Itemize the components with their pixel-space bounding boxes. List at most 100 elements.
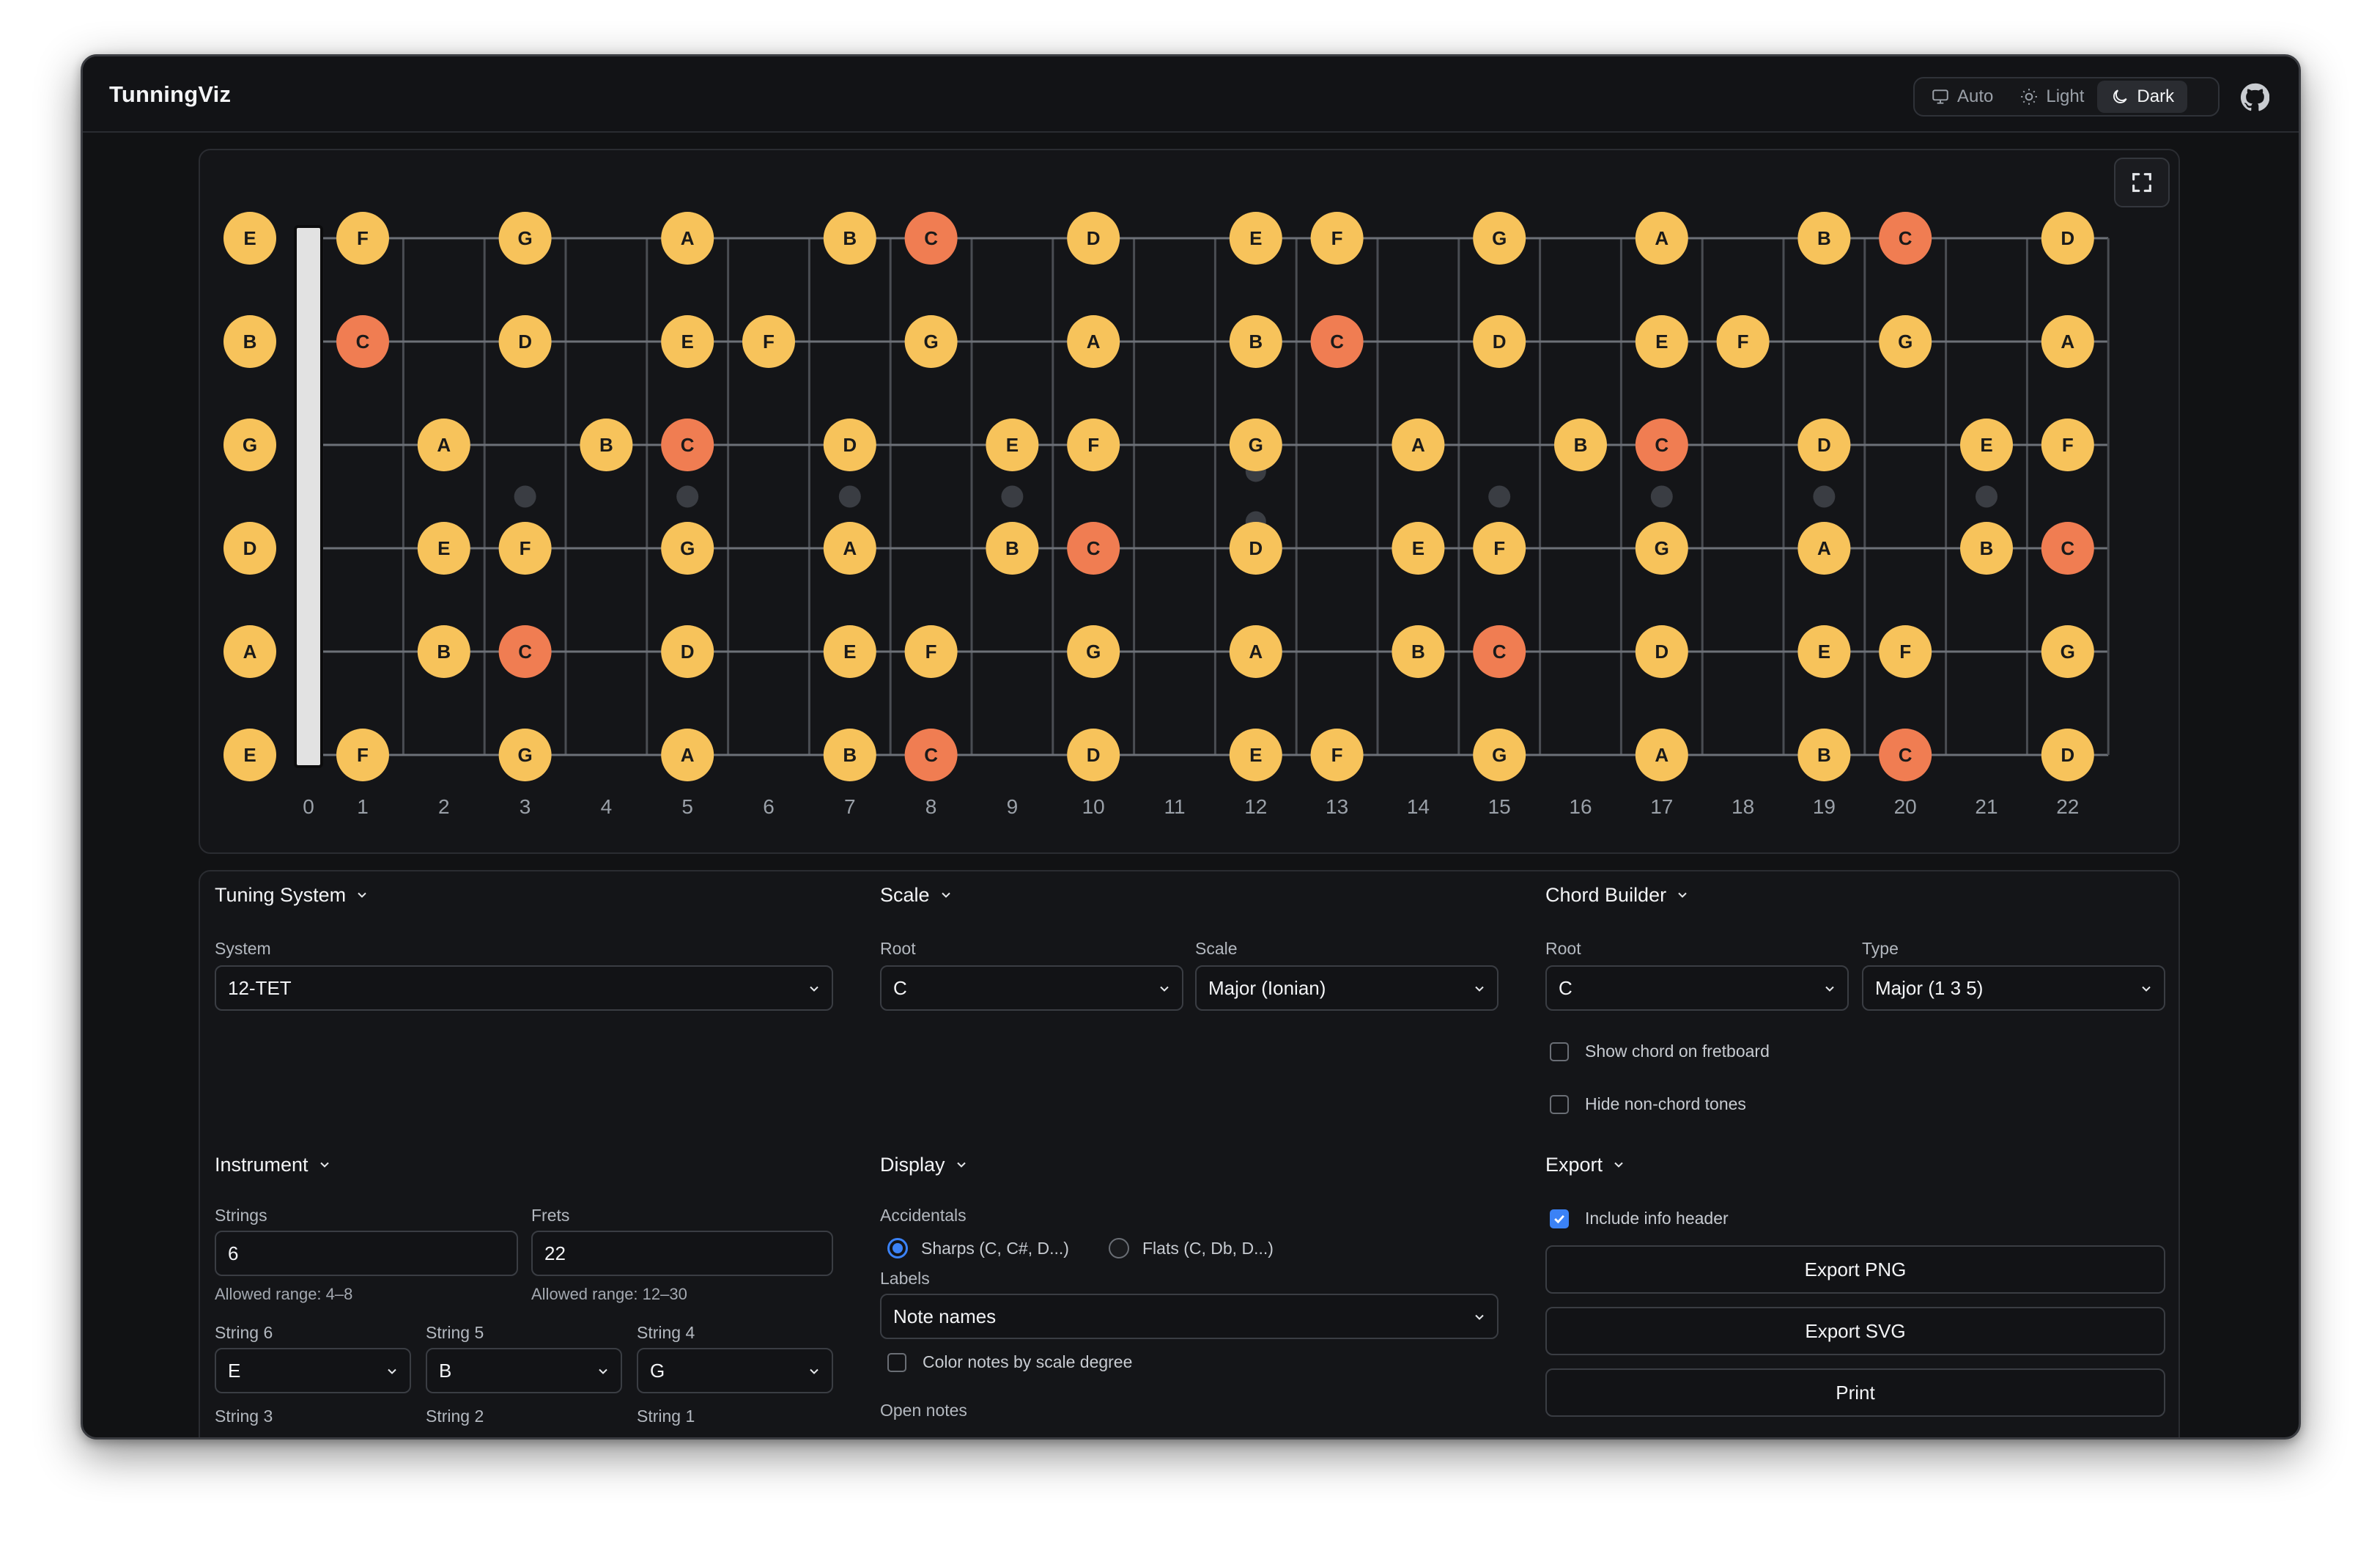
note-marker bbox=[223, 419, 276, 471]
root-note-marker bbox=[2041, 522, 2094, 575]
labels-value: Note names bbox=[893, 1305, 997, 1327]
note-label: B bbox=[1980, 537, 1994, 559]
fret-number: 8 bbox=[925, 795, 937, 818]
include-header-checkbox[interactable]: Include info header bbox=[1550, 1209, 1729, 1228]
note-label: E bbox=[1980, 434, 1992, 456]
scale-type-value: Major (Ionian) bbox=[1208, 976, 1326, 999]
scale-title: Scale bbox=[880, 883, 930, 906]
note-label: C bbox=[1899, 744, 1912, 766]
root-note-marker bbox=[1473, 625, 1526, 678]
main-content: E F G A B C D E F G A B C D B C D E F G A B C D E F G A G A B C D E F G A B C D… bbox=[96, 134, 2287, 1437]
inlay-dot bbox=[676, 485, 699, 508]
root-note-marker bbox=[336, 315, 389, 368]
github-icon[interactable] bbox=[2240, 83, 2269, 112]
root-note-marker bbox=[1310, 315, 1364, 368]
chevron-down-icon bbox=[1825, 986, 1834, 992]
note-label: F bbox=[1331, 744, 1343, 766]
note-label: B bbox=[1574, 434, 1588, 456]
fret-number: 22 bbox=[2056, 795, 2079, 818]
frets-input[interactable]: 22 bbox=[531, 1231, 833, 1276]
note-marker bbox=[986, 522, 1039, 575]
note-marker bbox=[661, 729, 714, 781]
fret-number: 13 bbox=[1326, 795, 1348, 818]
note-marker bbox=[336, 212, 389, 265]
fretboard[interactable]: E F G A B C D E F G A B C D B C D E F G A B C D E F G A G A B C D E F G A B C D… bbox=[200, 150, 2181, 855]
chord-root-select[interactable]: C bbox=[1545, 965, 1849, 1011]
instrument-toggle[interactable]: Instrument bbox=[215, 1150, 838, 1179]
flats-radio-dot[interactable] bbox=[1109, 1238, 1129, 1258]
theme-light-button[interactable]: Light bbox=[2006, 81, 2097, 113]
show-chord-checkbox[interactable]: Show chord on fretboard bbox=[1550, 1042, 1770, 1061]
chord-type-select[interactable]: Major (1 3 5) bbox=[1862, 965, 2165, 1011]
chord-root-value: C bbox=[1559, 976, 1572, 999]
chord-builder-toggle[interactable]: Chord Builder bbox=[1545, 880, 2168, 910]
fret-number: 12 bbox=[1244, 795, 1267, 818]
export-toggle[interactable]: Export bbox=[1545, 1150, 2168, 1179]
flats-label: Flats (C, Db, D...) bbox=[1142, 1238, 1274, 1258]
note-label: C bbox=[356, 331, 370, 353]
system-select[interactable]: 12-TET bbox=[215, 965, 833, 1011]
note-label: D bbox=[2061, 744, 2074, 766]
theme-auto-button[interactable]: Auto bbox=[1918, 81, 2006, 113]
note-marker bbox=[661, 625, 714, 678]
export-png-button[interactable]: Export PNG bbox=[1545, 1245, 2165, 1294]
note-marker bbox=[498, 522, 552, 575]
sharps-radio[interactable]: Sharps (C, C#, D...) bbox=[887, 1238, 1069, 1258]
hide-non-chord-box[interactable] bbox=[1550, 1094, 1569, 1114]
note-label: G bbox=[923, 331, 938, 353]
note-marker bbox=[1229, 522, 1282, 575]
inlay-dot bbox=[1813, 485, 1836, 508]
string-6-select[interactable]: E bbox=[215, 1348, 411, 1393]
note-marker bbox=[1229, 315, 1282, 368]
scale-type-select[interactable]: Major (Ionian) bbox=[1195, 965, 1498, 1011]
note-label: E bbox=[243, 744, 256, 766]
chevron-down-icon bbox=[599, 1368, 607, 1374]
note-marker bbox=[1229, 625, 1282, 678]
note-label: B bbox=[243, 331, 257, 353]
show-chord-box[interactable] bbox=[1550, 1042, 1569, 1061]
note-marker bbox=[223, 625, 276, 678]
tuning-system-toggle[interactable]: Tuning System bbox=[215, 880, 838, 910]
hide-non-chord-checkbox[interactable]: Hide non-chord tones bbox=[1550, 1094, 1746, 1114]
note-label: B bbox=[1817, 227, 1831, 249]
instrument-section: Instrument Strings 6 Allowed range: 4–8 … bbox=[215, 1150, 838, 1426]
expand-icon bbox=[2132, 173, 2151, 192]
sharps-radio-dot[interactable] bbox=[887, 1238, 908, 1258]
theme-dark-button[interactable]: Dark bbox=[2097, 81, 2188, 113]
string-5-value: B bbox=[439, 1359, 452, 1382]
include-header-box[interactable] bbox=[1550, 1209, 1569, 1228]
scale-root-select[interactable]: C bbox=[880, 965, 1183, 1011]
fullscreen-button[interactable] bbox=[2114, 158, 2170, 207]
string-5-label: String 5 bbox=[426, 1323, 484, 1342]
print-button[interactable]: Print bbox=[1545, 1368, 2165, 1417]
sharps-label: Sharps (C, C#, D...) bbox=[921, 1238, 1069, 1258]
inlay-dot bbox=[1001, 485, 1024, 508]
chevron-down-icon bbox=[358, 892, 366, 898]
note-label: A bbox=[1249, 641, 1263, 663]
flats-radio[interactable]: Flats (C, Db, D...) bbox=[1109, 1238, 1274, 1258]
strings-value: 6 bbox=[228, 1242, 239, 1264]
fret-number: 17 bbox=[1650, 795, 1673, 818]
string-5-select[interactable]: B bbox=[426, 1348, 622, 1393]
color-by-degree-box[interactable] bbox=[887, 1352, 906, 1372]
inlay-dot bbox=[1650, 485, 1673, 508]
labels-select[interactable]: Note names bbox=[880, 1294, 1498, 1339]
fret-number: 18 bbox=[1732, 795, 1754, 818]
system-value: 12-TET bbox=[228, 976, 292, 999]
strings-input[interactable]: 6 bbox=[215, 1231, 518, 1276]
string-4-select[interactable]: G bbox=[637, 1348, 833, 1393]
scale-toggle[interactable]: Scale bbox=[880, 880, 1503, 910]
fret-number: 6 bbox=[763, 795, 775, 818]
note-label: F bbox=[1087, 434, 1099, 456]
root-note-marker bbox=[1635, 419, 1688, 471]
frets-value: 22 bbox=[544, 1242, 566, 1264]
note-marker bbox=[1716, 315, 1770, 368]
inlay-dot bbox=[1976, 485, 1998, 508]
note-label: G bbox=[680, 537, 695, 559]
export-svg-button[interactable]: Export SVG bbox=[1545, 1307, 2165, 1355]
color-by-degree-checkbox[interactable]: Color notes by scale degree bbox=[887, 1352, 1132, 1372]
check-icon bbox=[1554, 1215, 1564, 1223]
note-label: C bbox=[1655, 434, 1668, 456]
note-marker bbox=[1067, 315, 1120, 368]
display-toggle[interactable]: Display bbox=[880, 1150, 1503, 1179]
